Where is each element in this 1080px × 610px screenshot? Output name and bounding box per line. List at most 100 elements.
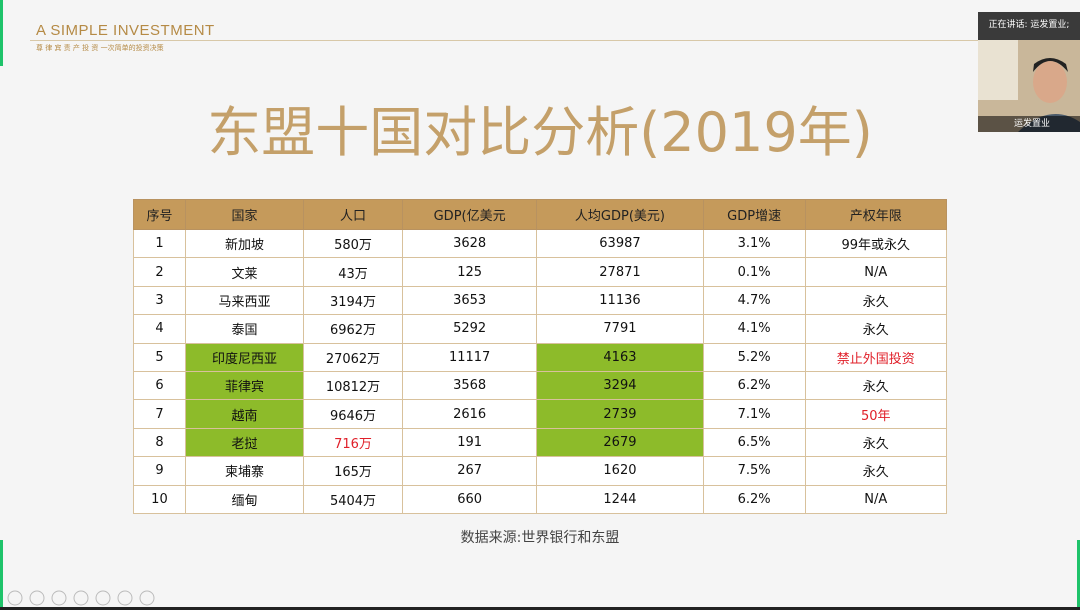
table-cell: 4163 bbox=[536, 342, 704, 372]
pen-button[interactable] bbox=[51, 590, 67, 606]
slides-button[interactable] bbox=[73, 590, 89, 606]
table-cell: N/A bbox=[804, 484, 948, 514]
table-cell: 永久 bbox=[804, 456, 948, 486]
table-cell: 马来西亚 bbox=[184, 285, 305, 316]
table-row: 1 新加坡 580万 3628 63987 3.1% 99年或永久 bbox=[133, 228, 948, 259]
table-row: 7 越南 9646万 2616 2739 7.1% 50年 bbox=[133, 399, 948, 429]
table-cell: 印度尼西亚 bbox=[184, 342, 305, 372]
table-cell: 716万 bbox=[302, 427, 404, 458]
table-cell: 越南 bbox=[184, 399, 305, 429]
frame-corner bbox=[0, 0, 3, 66]
table-row: 3 马来西亚 3194万 3653 11136 4.7% 永久 bbox=[133, 285, 948, 316]
table-cell: 2616 bbox=[402, 399, 538, 429]
header-row: 序号 国家 人口 GDP(亿美元 人均GDP(美元) GDP增速 产权年限 bbox=[133, 199, 948, 230]
table-cell: 27871 bbox=[536, 257, 704, 287]
source-note: 数据来源:世界银行和东盟 bbox=[460, 530, 620, 546]
table-cell: 永久 bbox=[804, 314, 948, 344]
table-cell: 7.5% bbox=[702, 456, 806, 486]
column-header: 人口 bbox=[302, 199, 404, 230]
slide-title: 东盟十国对比分析(2019年) bbox=[207, 101, 873, 164]
table-cell: 2739 bbox=[536, 399, 704, 429]
table-cell: 4.1% bbox=[702, 314, 806, 344]
table-cell: 3653 bbox=[402, 285, 538, 316]
column-header: GDP(亿美元 bbox=[402, 199, 538, 230]
table-row: 2 文莱 43万 125 27871 0.1% N/A bbox=[133, 257, 948, 287]
more-button[interactable] bbox=[139, 590, 155, 606]
table-cell: 老挝 bbox=[184, 427, 305, 458]
table-cell: 27062万 bbox=[302, 342, 404, 372]
table-cell: 2679 bbox=[536, 427, 704, 458]
table-cell: 43万 bbox=[302, 257, 404, 287]
table-cell: 5404万 bbox=[302, 484, 404, 514]
table-cell: 2 bbox=[133, 257, 186, 287]
table-cell: 1620 bbox=[536, 456, 704, 486]
table-cell: 1244 bbox=[536, 484, 704, 514]
table-cell: 3294 bbox=[536, 370, 704, 401]
table-cell: 5.2% bbox=[702, 342, 806, 372]
table-cell: 永久 bbox=[804, 285, 948, 316]
table-cell: 菲律宾 bbox=[184, 370, 305, 401]
data-table: 序号 国家 人口 GDP(亿美元 人均GDP(美元) GDP增速 产权年限 1 新加坡 580万 3… bbox=[133, 199, 948, 514]
table-cell: 6962万 bbox=[302, 314, 404, 344]
table-cell: 3568 bbox=[402, 370, 538, 401]
table-cell: 禁止外国投资 bbox=[804, 342, 948, 372]
table-cell: 9646万 bbox=[302, 399, 404, 429]
table-cell: 11117 bbox=[402, 342, 538, 372]
table-row: 6 菲律宾 10812万 3568 3294 6.2% 永久 bbox=[133, 370, 948, 401]
table-cell: 125 bbox=[402, 257, 538, 287]
column-header: 产权年限 bbox=[804, 199, 948, 230]
next-button[interactable] bbox=[29, 590, 45, 606]
column-header: 国家 bbox=[184, 199, 305, 230]
table-cell: 3 bbox=[133, 285, 186, 316]
table-cell: 1 bbox=[133, 228, 186, 259]
table-row: 10 缅甸 5404万 660 1244 6.2% N/A bbox=[133, 484, 948, 514]
table-cell: 10 bbox=[133, 484, 186, 514]
table-cell: 永久 bbox=[804, 370, 948, 401]
table-row: 5 印度尼西亚 27062万 11117 4163 5.2% 禁止外国投资 bbox=[133, 342, 948, 372]
table-cell: 泰国 bbox=[184, 314, 305, 344]
column-header: GDP增速 bbox=[702, 199, 806, 230]
frame-corner bbox=[1077, 540, 1080, 610]
tagline: 尊 律 宾 责 产 投 资 一次简单的投资决策 bbox=[36, 44, 164, 52]
table-cell: 580万 bbox=[302, 228, 404, 259]
brand: A SIMPLE INVESTMENT bbox=[36, 22, 215, 39]
table-cell: 8 bbox=[133, 427, 186, 458]
table-cell: 柬埔寨 bbox=[184, 456, 305, 486]
table-cell: 3628 bbox=[402, 228, 538, 259]
table-cell: 文莱 bbox=[184, 257, 305, 287]
table-cell: 3.1% bbox=[702, 228, 806, 259]
table-cell: N/A bbox=[804, 257, 948, 287]
video-tile[interactable]: 正在讲话: 运发置业; 运发置业 bbox=[978, 12, 1080, 132]
table-cell: 0.1% bbox=[702, 257, 806, 287]
table-cell: 63987 bbox=[536, 228, 704, 259]
table-row: 4 泰国 6962万 5292 7791 4.1% 永久 bbox=[133, 314, 948, 344]
table-cell: 11136 bbox=[536, 285, 704, 316]
table-row: 9 柬埔寨 165万 267 1620 7.5% 永久 bbox=[133, 456, 948, 486]
table-cell: 永久 bbox=[804, 427, 948, 458]
table-cell: 6.2% bbox=[702, 370, 806, 401]
divider bbox=[30, 40, 980, 41]
screen-button[interactable] bbox=[117, 590, 133, 606]
zoom-button[interactable] bbox=[95, 590, 111, 606]
table-cell: 缅甸 bbox=[184, 484, 305, 514]
prev-button[interactable] bbox=[7, 590, 23, 606]
frame-corner bbox=[0, 540, 3, 610]
toolbar bbox=[7, 590, 155, 606]
table-cell: 660 bbox=[402, 484, 538, 514]
column-header: 人均GDP(美元) bbox=[536, 199, 704, 230]
participant-name: 运发置业 bbox=[978, 116, 1080, 132]
table-cell: 165万 bbox=[302, 456, 404, 486]
table-cell: 267 bbox=[402, 456, 538, 486]
table-row: 8 老挝 716万 191 2679 6.5% 永久 bbox=[133, 427, 948, 458]
table-cell: 50年 bbox=[804, 399, 948, 429]
column-header: 序号 bbox=[133, 199, 186, 230]
table-cell: 3194万 bbox=[302, 285, 404, 316]
table-cell: 4.7% bbox=[702, 285, 806, 316]
table-cell: 6.5% bbox=[702, 427, 806, 458]
table-cell: 6 bbox=[133, 370, 186, 401]
table-cell: 10812万 bbox=[302, 370, 404, 401]
table-cell: 5292 bbox=[402, 314, 538, 344]
table-cell: 99年或永久 bbox=[804, 228, 948, 259]
